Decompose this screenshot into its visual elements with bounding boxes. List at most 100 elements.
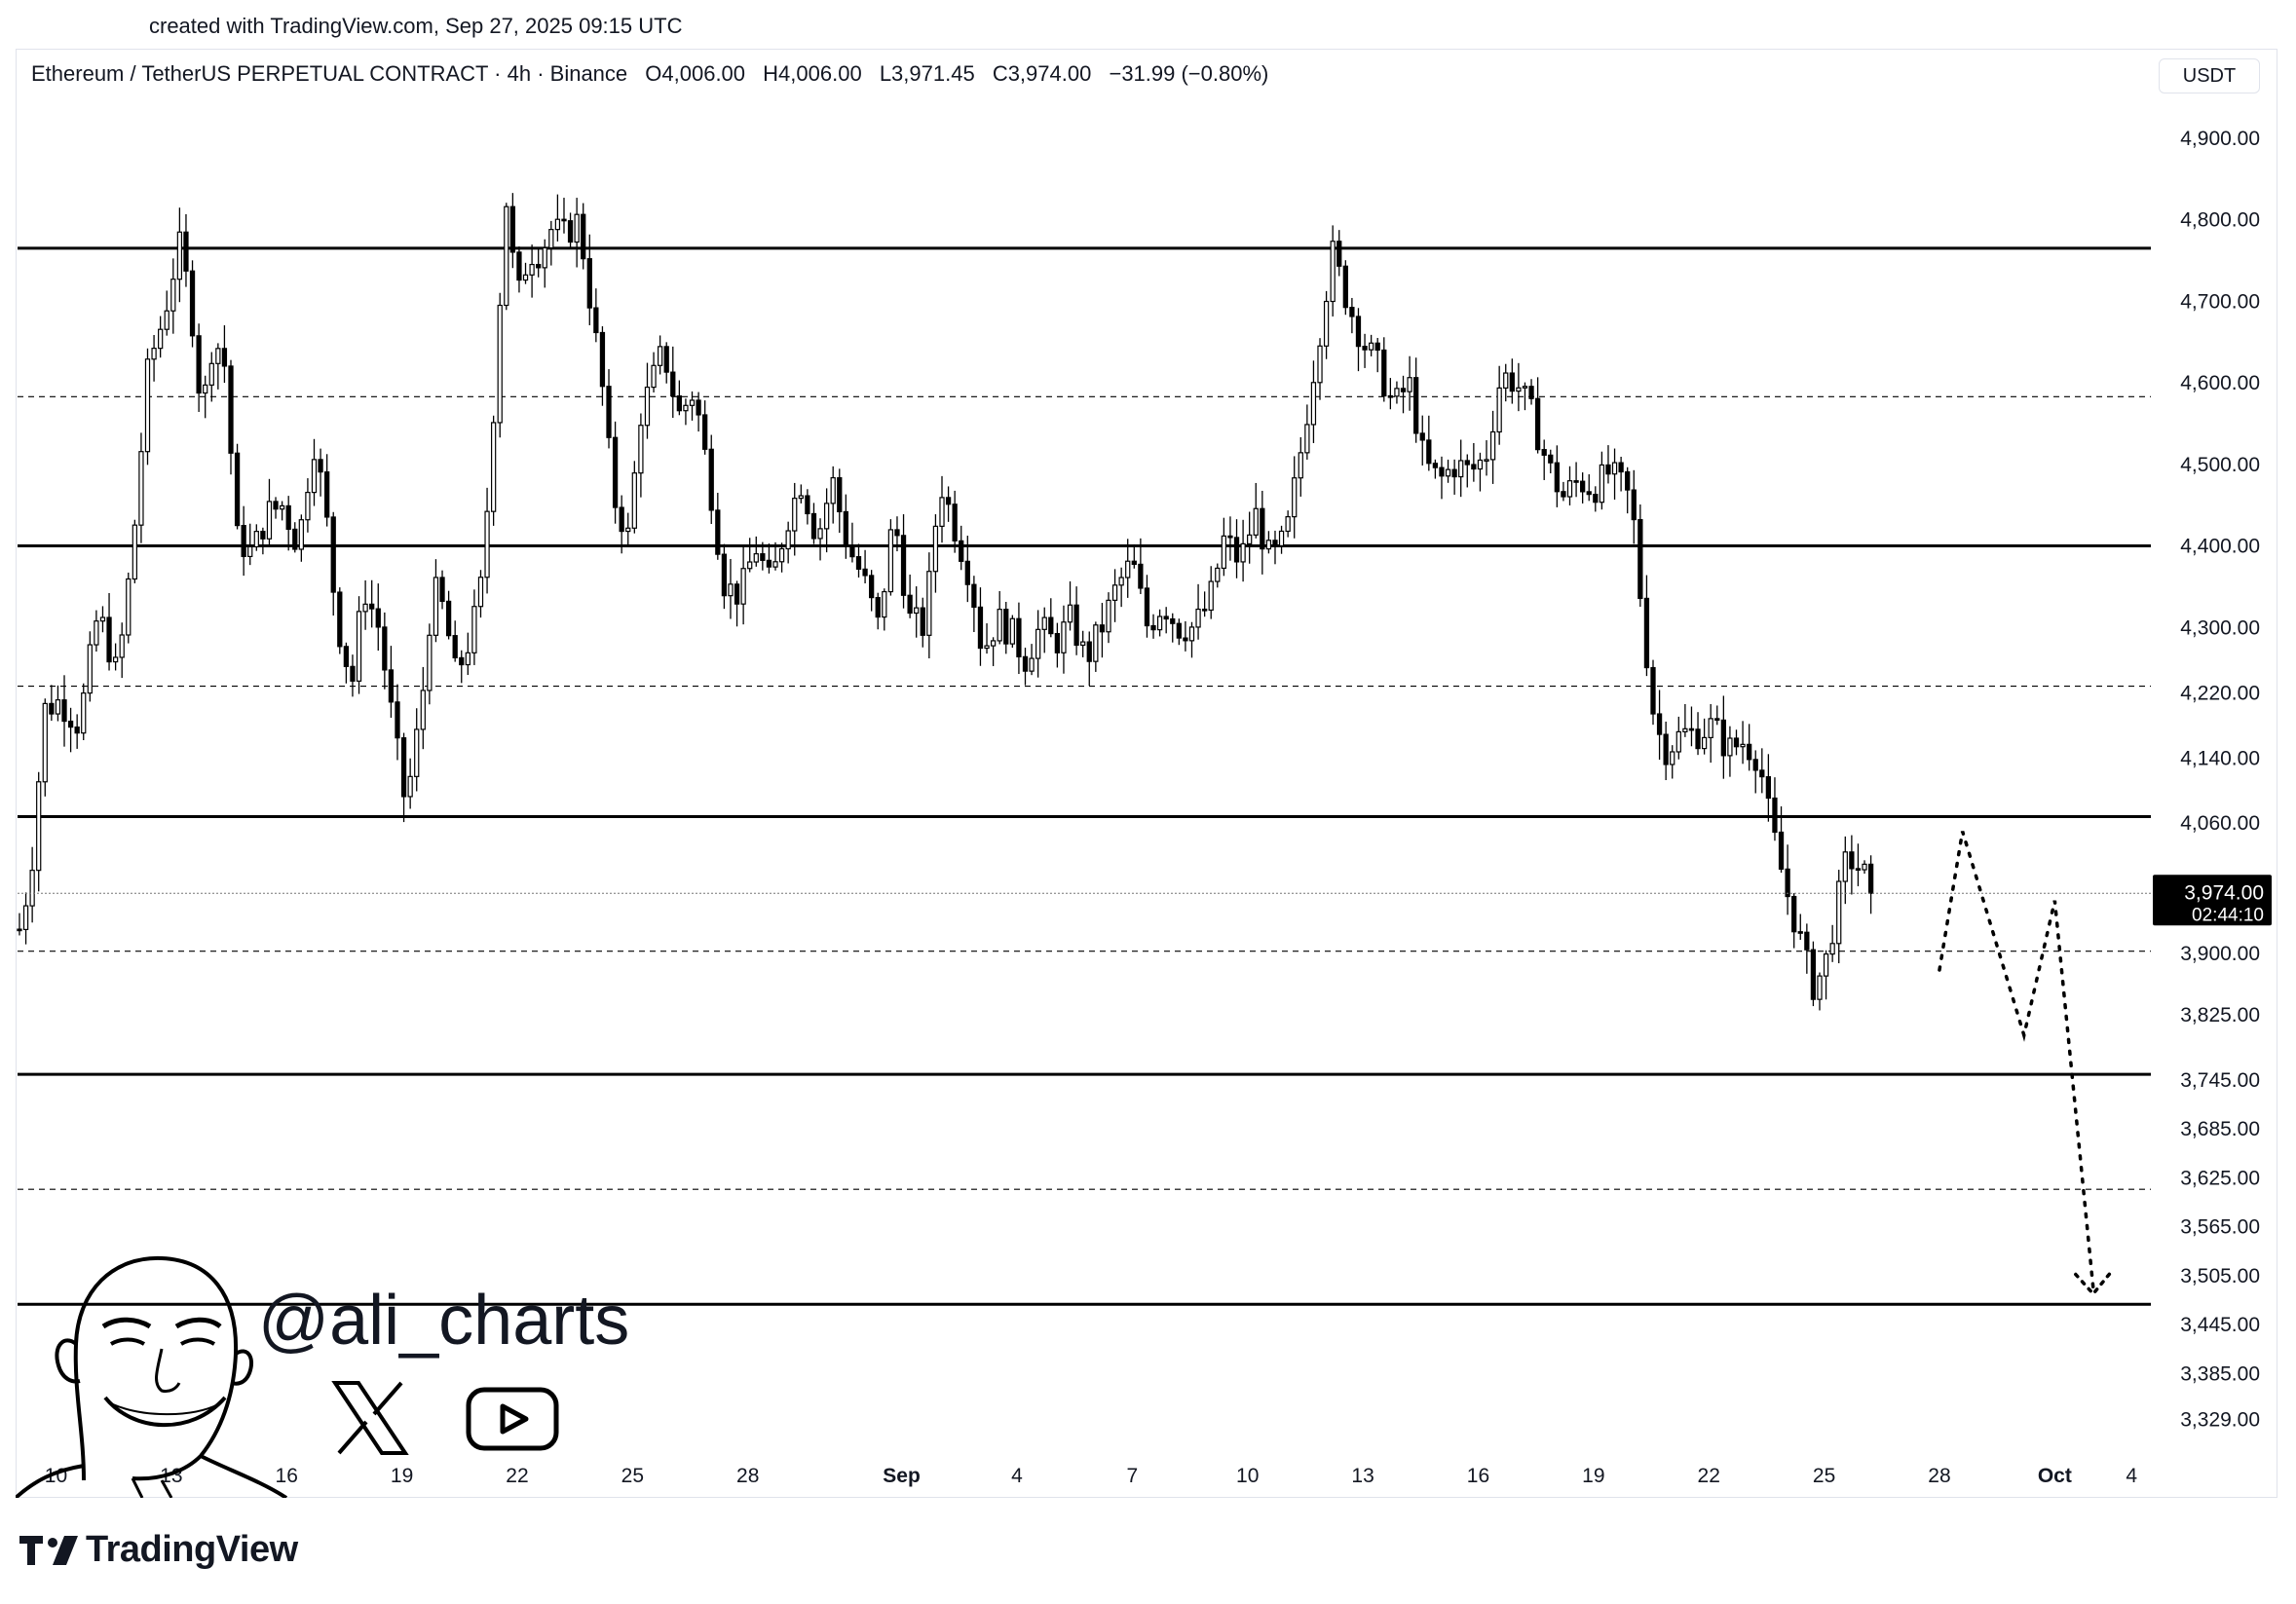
candle-bear [1086, 641, 1092, 662]
candle-bull [1247, 534, 1253, 544]
candle-bull [1708, 718, 1713, 738]
candle-bear [900, 535, 907, 596]
x-tick-label: 4 [2126, 1465, 2137, 1487]
y-tick-label: 4,500.00 [2180, 454, 2260, 476]
candle-bull [1566, 480, 1573, 498]
tradingview-logo-icon [19, 1535, 78, 1565]
candle-bear [1605, 464, 1611, 475]
candle-bear [350, 665, 356, 682]
candle-bear [581, 213, 586, 260]
candle-bull [1611, 462, 1618, 475]
candle-bear [1541, 449, 1547, 456]
candle-bear [382, 626, 388, 671]
x-tick-label: 16 [276, 1465, 298, 1487]
candle-bull [1067, 604, 1073, 623]
candle-bear [702, 414, 708, 450]
candle-bull [817, 528, 823, 540]
candle-bear [285, 504, 291, 531]
candle-bull [132, 524, 137, 580]
candle-bear [509, 205, 516, 253]
avatar-icon [16, 1255, 288, 1498]
candle-bull [1035, 628, 1041, 659]
candle-bull [362, 603, 368, 613]
tradingview-brand[interactable]: TradingView [19, 1529, 298, 1571]
candle-bull [932, 525, 939, 573]
candle-bear [330, 516, 336, 593]
candle-bear [843, 510, 848, 546]
candle-bull [1477, 459, 1484, 470]
candle-bear [849, 544, 855, 558]
y-tick-label: 4,140.00 [2180, 747, 2260, 769]
candle-bear [1336, 241, 1342, 267]
candle-bull [651, 364, 657, 389]
candle-bull [772, 561, 778, 568]
candle-bear [1016, 617, 1022, 657]
symbol-name[interactable]: Ethereum / TetherUS PERPETUAL CONTRACT ·… [31, 61, 628, 86]
y-tick-label: 3,900.00 [2180, 943, 2260, 965]
candle-bear [1573, 480, 1579, 483]
candle-bear [1048, 616, 1054, 635]
youtube-icon[interactable] [466, 1387, 559, 1451]
candle-bull [792, 498, 798, 532]
candle-bear [337, 591, 343, 648]
candle-bull [1285, 516, 1291, 533]
candle-bear [1202, 608, 1208, 612]
candle-bull [914, 607, 920, 615]
candle-bull [1111, 584, 1118, 601]
y-tick-label: 4,600.00 [2180, 372, 2260, 394]
candle-bull [55, 699, 61, 715]
ohlc-low: L3,971.45 [879, 61, 975, 86]
brand-name: TradingView [86, 1529, 298, 1570]
candle-bull [42, 702, 48, 783]
candle-bull [1323, 300, 1330, 347]
ohlc-close: C3,974.00 [992, 61, 1092, 86]
candle-bull [1304, 424, 1310, 454]
y-tick-label: 3,625.00 [2180, 1167, 2260, 1189]
candle-bear [1867, 863, 1874, 894]
candle-bull [158, 328, 164, 350]
candle-bear [1362, 346, 1368, 351]
candle-bear [1054, 632, 1061, 653]
candle-bear [1451, 468, 1457, 478]
candle-bull [1407, 377, 1412, 392]
projection-arrowhead [2074, 1270, 2113, 1297]
y-tick-label: 3,329.00 [2180, 1408, 2260, 1431]
candle-bear [1099, 624, 1106, 633]
candle-bear [875, 597, 881, 618]
candle-bull [1599, 464, 1605, 504]
candle-bull [126, 578, 132, 636]
x-tick-label: Sep [883, 1465, 921, 1487]
candle-bull [1080, 641, 1086, 647]
candle-bull [1118, 577, 1124, 586]
candle-bull [990, 640, 997, 647]
candle-bull [1009, 617, 1015, 645]
candle-bear [1548, 454, 1554, 464]
x-icon[interactable] [331, 1381, 409, 1455]
candle-bear [234, 452, 241, 527]
candle-bear [452, 635, 458, 659]
candle-bull [1862, 863, 1867, 871]
x-tick-label: 7 [1126, 1465, 1138, 1487]
candle-bull [247, 545, 253, 558]
candle-bull [554, 218, 561, 231]
candle-bear [1797, 931, 1803, 934]
candle-bear [1426, 439, 1432, 465]
candle-bear [273, 501, 279, 510]
candle-bear [1528, 386, 1534, 399]
candle-bear [1509, 372, 1515, 392]
currency-selector[interactable]: USDT [2159, 58, 2260, 93]
candle-bull [433, 577, 439, 636]
candle-bear [696, 399, 701, 416]
candle-bear [1804, 931, 1810, 951]
candle-bear [894, 529, 900, 537]
candle-bull [203, 384, 208, 394]
x-tick-label: 28 [736, 1465, 759, 1487]
candle-bear [971, 583, 977, 609]
candle-bull [36, 781, 42, 872]
candle-bear [228, 365, 234, 454]
candle-bull [266, 501, 273, 540]
candle-bull [151, 348, 157, 360]
candle-bear [1439, 466, 1445, 477]
candle-bear [196, 335, 202, 394]
